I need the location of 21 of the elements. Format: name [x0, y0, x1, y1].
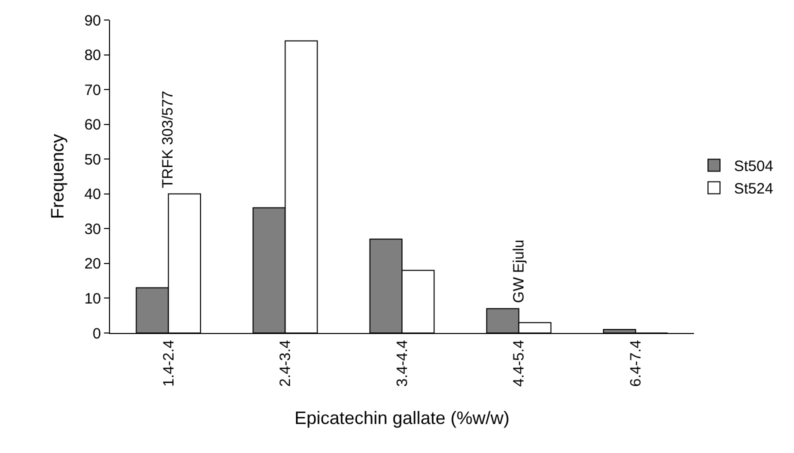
y-tick-label: 30: [84, 220, 101, 238]
legend-label: St524: [734, 180, 774, 198]
y-tick-label: 0: [92, 325, 101, 342]
y-tick-label: 60: [84, 116, 101, 134]
x-axis-title: Epicatechin gallate (%w/w): [294, 408, 510, 428]
x-tick-label: 6.4-7.4: [627, 340, 644, 387]
annotation: TRFK 303/577: [160, 90, 177, 188]
y-tick-label: 20: [84, 256, 101, 273]
y-tick-label: 90: [84, 12, 101, 30]
y-tick-label: 40: [84, 186, 101, 204]
y-tick-label: 50: [84, 151, 101, 168]
y-tick-label: 10: [84, 290, 101, 308]
y-tick-label: 80: [84, 47, 101, 64]
x-tick-label: 1.4-2.4: [160, 340, 178, 387]
x-tick-label: 3.4-4.4: [394, 340, 411, 387]
x-tick-label: 4.4-5.4: [510, 340, 528, 387]
y-tick-label: 70: [84, 82, 101, 99]
y-axis-title: Frequency: [48, 134, 68, 220]
legend-label: St504: [734, 158, 774, 176]
x-tick-label: 2.4-3.4: [277, 340, 294, 387]
annotation: GW Ejulu: [510, 240, 528, 303]
